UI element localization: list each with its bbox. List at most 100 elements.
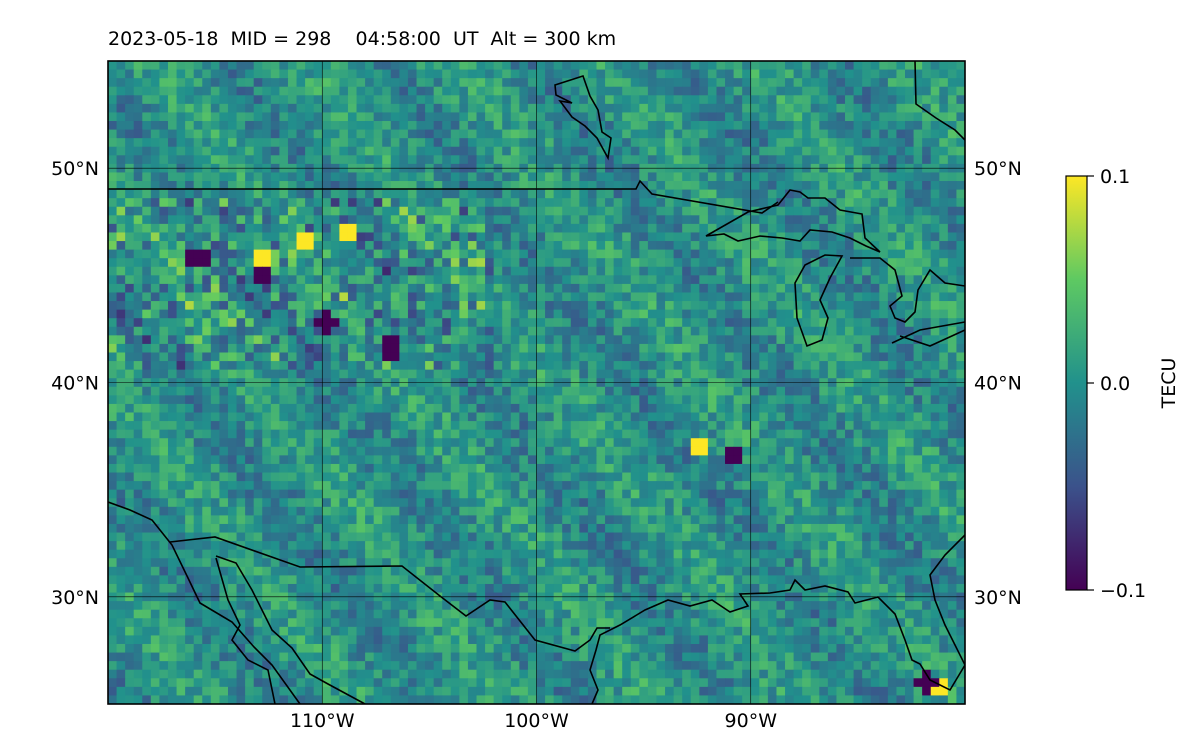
heatmap-cell [665, 472, 675, 482]
heatmap-cell [399, 86, 409, 96]
heatmap-cell [416, 309, 426, 319]
heatmap-cell [253, 429, 263, 439]
heatmap-cell [202, 403, 212, 414]
heatmap-cell [947, 215, 957, 225]
heatmap-cell [116, 198, 126, 208]
heatmap-cell [767, 352, 777, 362]
heatmap-cell [579, 309, 589, 319]
heatmap-cell [579, 421, 589, 431]
heatmap-cell [373, 86, 383, 96]
heatmap-cell [827, 121, 837, 131]
heatmap-cell [947, 121, 957, 131]
heatmap-cell [913, 309, 923, 319]
heatmap-cell [810, 292, 820, 302]
heatmap-cell [510, 283, 520, 293]
heatmap-cell [210, 95, 220, 105]
heatmap-cell [870, 215, 880, 225]
heatmap-cell [502, 95, 512, 105]
heatmap-cell [416, 95, 426, 105]
heatmap-cell [519, 172, 529, 182]
heatmap-cell [167, 241, 178, 251]
heatmap-cell [810, 146, 820, 156]
heatmap-cell [767, 481, 777, 491]
heatmap-cell [639, 361, 649, 371]
heatmap-cell [956, 266, 965, 276]
heatmap-cell [827, 232, 837, 242]
heatmap-cell [407, 421, 418, 431]
heatmap-cell [913, 446, 923, 456]
heatmap-cell [450, 283, 460, 293]
heatmap-cell [733, 258, 743, 268]
heatmap-cell [613, 112, 623, 122]
heatmap-cell [939, 61, 949, 71]
heatmap-cell [639, 189, 649, 199]
heatmap-cell [639, 326, 649, 336]
heatmap-cell [785, 155, 795, 165]
heatmap-cell [373, 369, 383, 379]
heatmap-cell [296, 463, 306, 474]
heatmap-cell [545, 318, 555, 328]
heatmap-cell [536, 481, 546, 491]
heatmap-cell [442, 472, 452, 482]
heatmap-cell [450, 369, 460, 379]
heatmap-cell [433, 138, 443, 148]
heatmap-cell [373, 198, 383, 208]
heatmap-cell [742, 189, 752, 199]
heatmap-cell [493, 61, 503, 71]
heatmap-cell [605, 129, 615, 139]
heatmap-cell [690, 223, 700, 233]
heatmap-cell [913, 455, 923, 465]
heatmap-cell [270, 343, 280, 353]
heatmap-cell [133, 481, 143, 491]
heatmap-cell [579, 206, 589, 216]
heatmap-cell [862, 189, 872, 199]
heatmap-cell [947, 95, 957, 105]
heatmap-cell [219, 275, 229, 285]
heatmap-cell [716, 129, 726, 139]
heatmap-cell [776, 155, 786, 165]
heatmap-cell [905, 181, 915, 191]
heatmap-cell [913, 301, 923, 311]
heatmap-cell [382, 283, 392, 293]
heatmap-cell [210, 326, 220, 336]
heatmap-cell [922, 95, 932, 105]
heatmap-cell [176, 429, 186, 439]
heatmap-cell [930, 403, 940, 414]
heatmap-cell [510, 103, 520, 113]
heatmap-cell [502, 343, 512, 353]
heatmap-cell [365, 258, 375, 268]
heatmap-cell [459, 266, 469, 276]
heatmap-cell [450, 292, 460, 302]
heatmap-cell [527, 103, 537, 113]
heatmap-cell [433, 283, 443, 293]
heatmap-cell [922, 421, 932, 431]
heatmap-cell [322, 86, 332, 96]
heatmap-cell [322, 386, 332, 396]
heatmap-cell [956, 181, 965, 191]
heatmap-cell [622, 343, 632, 353]
heatmap-cell [262, 112, 272, 122]
heatmap-cell [442, 275, 452, 285]
heatmap-cell [690, 455, 700, 465]
heatmap-cell [622, 446, 632, 456]
heatmap-cell [682, 95, 692, 105]
heatmap-cell [716, 69, 726, 79]
heatmap-cell [330, 86, 340, 96]
heatmap-cell [922, 309, 932, 319]
heatmap-cell [733, 103, 743, 113]
heatmap-cell [570, 318, 580, 328]
heatmap-cell [673, 292, 683, 302]
heatmap-cell [373, 129, 383, 139]
heatmap-cell [502, 232, 512, 242]
heatmap-cell [819, 403, 829, 414]
heatmap-cell [527, 86, 537, 96]
heatmap-cell [656, 112, 666, 122]
heatmap-cell [716, 223, 726, 233]
heatmap-cell [930, 395, 940, 405]
heatmap-cell [613, 198, 623, 208]
heatmap-cell [596, 223, 606, 233]
heatmap-cell [836, 301, 846, 311]
heatmap-cell [185, 361, 195, 371]
heatmap-cell [716, 421, 726, 431]
heatmap-cell [896, 326, 906, 336]
